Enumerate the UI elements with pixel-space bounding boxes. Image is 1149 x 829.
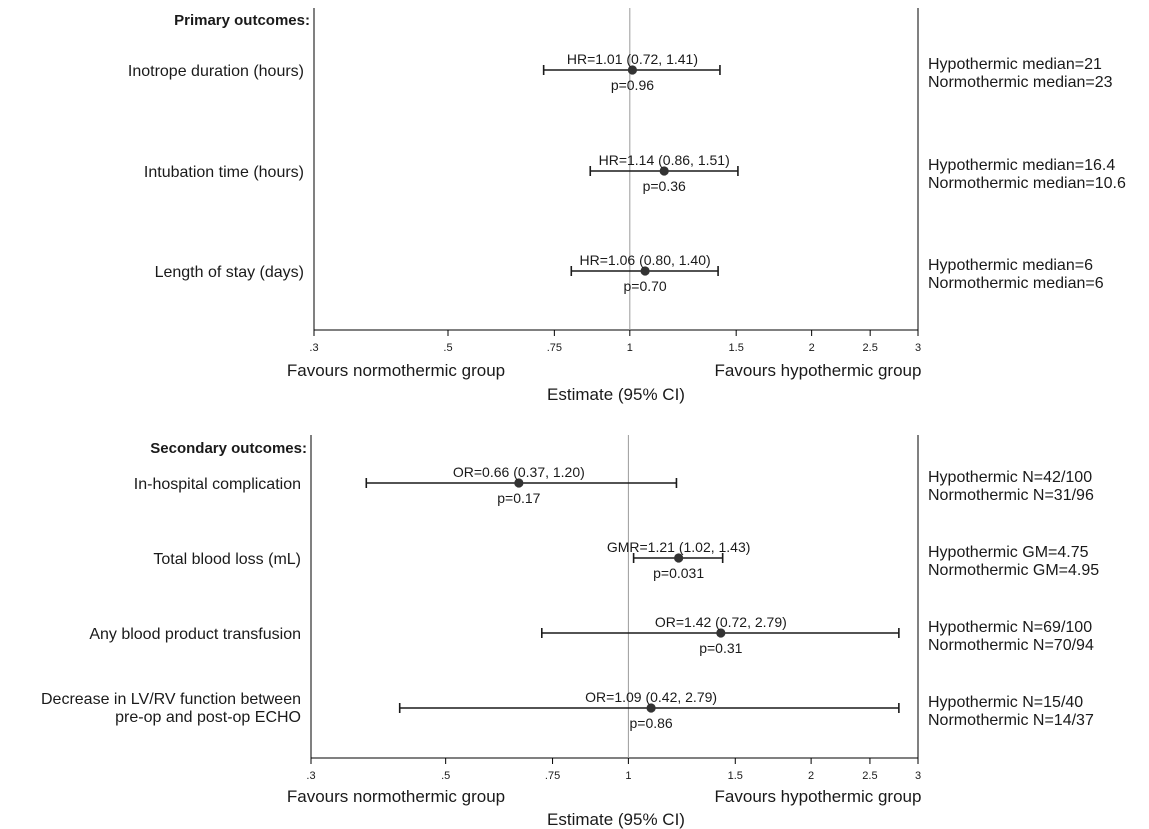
estimate-label: OR=0.66 (0.37, 1.20) [453,464,585,480]
x-tick-label: .5 [441,770,450,782]
x-tick-label: .75 [545,770,560,782]
estimate-label: HR=1.06 (0.80, 1.40) [580,252,711,268]
group-summary-text: Normothermic N=31/96 [928,487,1094,504]
group-summary-text: Hypothermic GM=4.75 [928,544,1089,561]
x-tick-label: 3 [915,770,921,782]
group-summary-text: Hypothermic median=21 [928,56,1102,73]
outcome-label: Any blood product transfusion [89,626,301,643]
x-tick-label: .75 [547,342,562,354]
section-title: Primary outcomes: [174,12,310,29]
group-summary-text: Normothermic N=14/37 [928,712,1094,729]
p-value-label: p=0.031 [653,565,704,581]
outcome-row: Any blood product transfusion OR=1.42 (0.… [89,614,1094,656]
x-tick-label: 2 [808,770,814,782]
outcome-label: Intubation time (hours) [144,164,304,181]
outcome-row: Intubation time (hours) HR=1.14 (0.86, 1.… [144,152,1126,194]
p-value-label: p=0.86 [629,715,672,731]
outcome-row: Inotrope duration (hours) HR=1.01 (0.72, … [128,51,1113,93]
outcome-label: Total blood loss (mL) [153,551,301,568]
outcome-label: Length of stay (days) [155,264,304,281]
x-tick-label: 2.5 [863,342,878,354]
group-summary-text: Hypothermic N=69/100 [928,619,1092,636]
x-tick-label: 2.5 [862,770,877,782]
outcome-label: In-hospital complication [134,476,301,493]
estimate-label: OR=1.42 (0.72, 2.79) [655,614,787,630]
primary-outcomes-panel: Primary outcomes: .3 .5 .75 1 1.5 2 2.5 3 Favours… [128,8,1126,404]
group-summary-text: Normothermic median=6 [928,275,1104,292]
p-value-label: p=0.17 [497,490,540,506]
point-estimate [646,703,656,713]
x-axis-label: Estimate (95% CI) [547,385,685,404]
point-estimate [674,553,684,563]
point-estimate [640,266,650,276]
group-summary-text: Hypothermic median=6 [928,257,1093,274]
outcome-row: In-hospital complication OR=0.66 (0.37, 1… [134,464,1094,506]
group-summary-text: Hypothermic N=15/40 [928,694,1083,711]
point-estimate [514,478,524,488]
right-favours-note: Favours hypothermic group [715,361,922,380]
x-axis-label: Estimate (95% CI) [547,810,685,829]
x-tick-label: 2 [809,342,815,354]
group-summary-text: Normothermic median=10.6 [928,175,1126,192]
p-value-label: p=0.96 [611,77,654,93]
group-summary-text: Normothermic GM=4.95 [928,562,1099,579]
outcome-row: Decrease in LV/RV function betweenpre-op… [41,689,1094,731]
estimate-label: HR=1.01 (0.72, 1.41) [567,51,698,67]
x-tick-label: .3 [309,342,318,354]
x-tick-label: .5 [443,342,452,354]
p-value-label: p=0.70 [623,278,666,294]
group-summary-text: Hypothermic N=42/100 [928,469,1092,486]
estimate-label: OR=1.09 (0.42, 2.79) [585,689,717,705]
p-value-label: p=0.31 [699,640,742,656]
point-estimate [627,65,638,75]
p-value-label: p=0.36 [643,178,686,194]
x-tick-label: 1.5 [729,342,744,354]
group-summary-text: Normothermic median=23 [928,74,1113,91]
x-tick-label: 3 [915,342,921,354]
section-title: Secondary outcomes: [150,440,307,457]
x-tick-label: .3 [306,770,315,782]
estimate-label: GMR=1.21 (1.02, 1.43) [607,539,751,555]
outcome-row: Length of stay (days) HR=1.06 (0.80, 1.40… [155,252,1104,294]
group-summary-text: Hypothermic median=16.4 [928,157,1115,174]
group-summary-text: Normothermic N=70/94 [928,637,1094,654]
left-favours-note: Favours normothermic group [287,361,505,380]
point-estimate [716,628,726,638]
estimate-label: HR=1.14 (0.86, 1.51) [599,152,730,168]
x-tick-label: 1.5 [728,770,743,782]
outcome-label: pre-op and post-op ECHO [115,709,301,726]
secondary-outcomes-panel: Secondary outcomes: .3 .5 .75 1 1.5 2 2.5 3 Favou… [41,435,1099,829]
x-tick-label: 1 [625,770,631,782]
right-favours-note: Favours hypothermic group [715,787,922,806]
outcome-row: Total blood loss (mL) GMR=1.21 (1.02, 1.4… [153,539,1099,581]
x-tick-label: 1 [627,342,633,354]
outcome-label: Inotrope duration (hours) [128,63,304,80]
outcome-label: Decrease in LV/RV function between [41,691,301,708]
left-favours-note: Favours normothermic group [287,787,505,806]
point-estimate [659,166,669,176]
